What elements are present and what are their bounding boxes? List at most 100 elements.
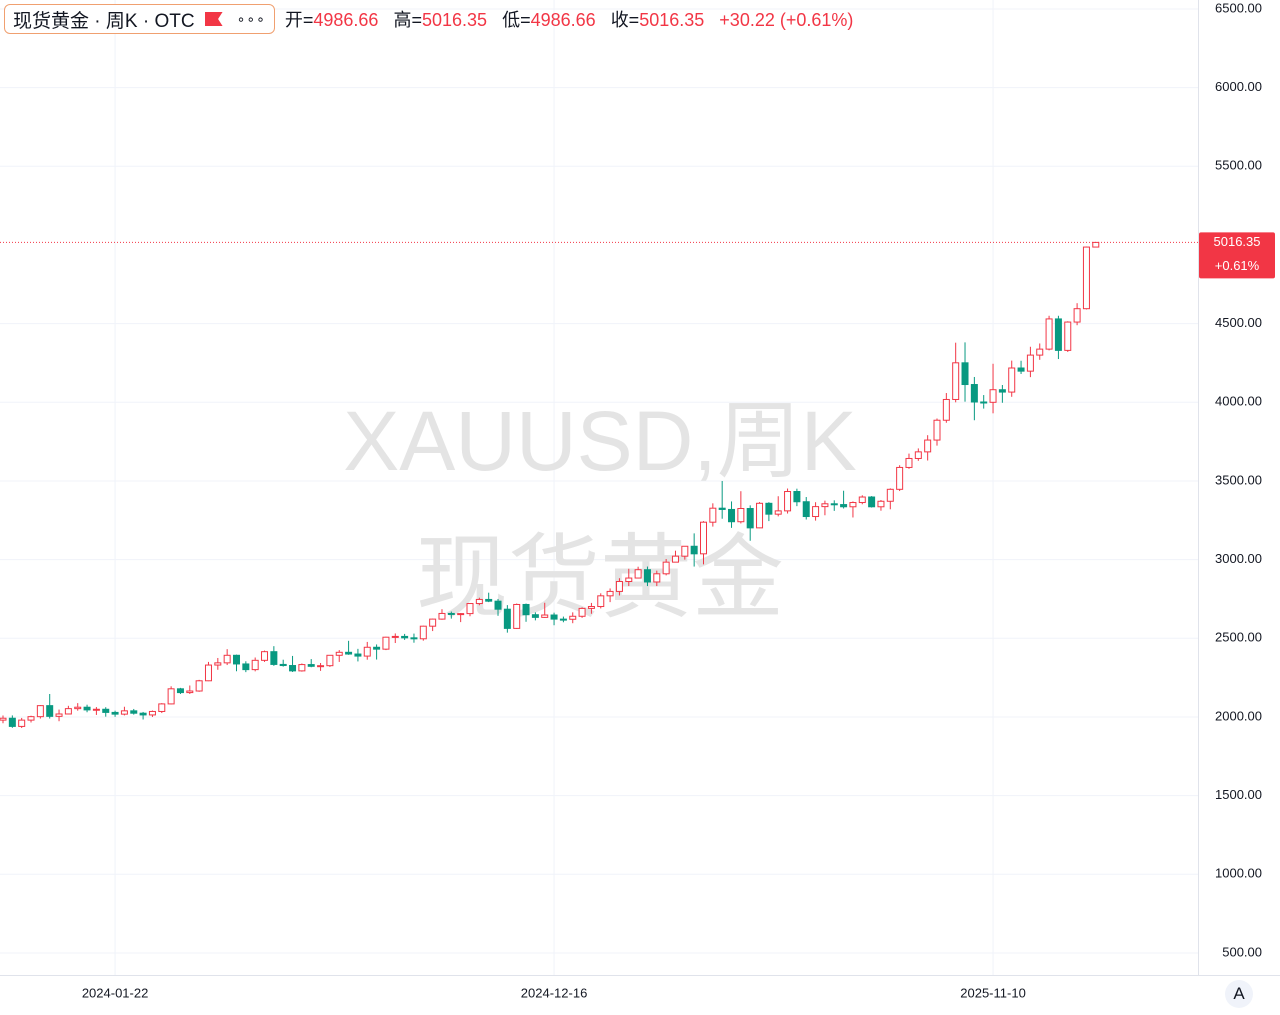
candle-body <box>410 637 418 640</box>
candle-body <box>335 651 343 656</box>
ohlc-value: 5016.35 <box>421 10 488 30</box>
candle-body <box>27 716 35 721</box>
candle-body <box>261 651 269 661</box>
candle-body <box>419 625 427 640</box>
candle-body <box>92 708 100 711</box>
candle-body <box>195 680 203 692</box>
candle-body <box>643 569 651 583</box>
candle-body <box>597 595 605 608</box>
price-tag-change: +0.61% <box>1215 258 1260 273</box>
ohlc-value: 5016.35 <box>639 10 705 30</box>
candle-body <box>494 600 502 610</box>
candle-body <box>522 603 530 616</box>
ohlc-value: 4986.66 <box>530 10 596 30</box>
candle-body <box>728 508 736 523</box>
candle-body <box>36 705 44 718</box>
candle-body <box>886 488 894 502</box>
watermark: XAUUSD,周K <box>343 394 856 488</box>
candle-body <box>46 705 54 717</box>
price-tag-value: 5016.35 <box>1214 234 1261 249</box>
grid <box>0 0 1198 975</box>
candle-body <box>756 502 764 529</box>
y-tick-label: 500.00 <box>1222 944 1262 959</box>
y-tick-label: 4500.00 <box>1215 315 1262 330</box>
candle-body <box>130 710 138 714</box>
candle-body <box>569 615 577 620</box>
candle-body <box>896 466 904 490</box>
candle-body <box>223 654 231 664</box>
candle-body <box>270 651 278 665</box>
y-tick-label: 6000.00 <box>1215 79 1262 94</box>
candle-body <box>503 608 511 629</box>
candle-body <box>709 507 717 523</box>
candle-body <box>176 688 184 694</box>
ohlc-label: 收= <box>610 10 640 30</box>
candle-body <box>1054 318 1062 351</box>
candle-body <box>186 690 194 694</box>
candle-body <box>485 598 493 602</box>
symbol-box[interactable]: 现货黄金 · 周K · OTC ∘∘∘ <box>4 4 275 34</box>
ohlc-label: 高= <box>393 10 422 30</box>
candle-body <box>961 362 969 386</box>
candle-body <box>354 653 362 657</box>
axes: 500.00 1000.00 1500.00 2000.00 2500.00 3000.0… <box>82 0 1275 1000</box>
legend-header: 现货黄金 · 周K · OTC ∘∘∘ 开=4986.66 高=5016.35 … <box>4 4 853 34</box>
candle-body <box>980 401 988 404</box>
candle-body <box>578 607 586 617</box>
candle-body <box>438 612 446 620</box>
candle-body <box>671 555 679 563</box>
candle-body <box>363 646 371 657</box>
y-tick-label: 3000.00 <box>1215 551 1262 566</box>
candle-body <box>251 659 259 671</box>
y-tick-label: 4000.00 <box>1215 394 1262 409</box>
candle-body <box>1082 246 1090 310</box>
candle-body <box>391 635 399 638</box>
candle-body <box>233 654 240 665</box>
candle-body <box>681 545 689 557</box>
candle-body <box>279 663 287 667</box>
candle-body <box>662 561 670 575</box>
y-tick-label: 6500.00 <box>1215 0 1262 15</box>
y-tick-label: 2000.00 <box>1215 708 1262 723</box>
more-icon: ∘∘∘ <box>236 10 266 27</box>
candle-body <box>326 654 334 667</box>
candle-body <box>933 419 941 441</box>
x-tick-label: 2025-11-10 <box>960 985 1026 1000</box>
candle-body <box>784 491 792 512</box>
candle-body <box>793 491 801 503</box>
candle-body <box>868 496 876 508</box>
candle-body <box>148 710 156 716</box>
candle-body <box>345 651 353 655</box>
candle-body <box>447 612 455 615</box>
candle-body <box>307 664 315 667</box>
x-tick-label: 2024-12-16 <box>521 985 588 1000</box>
candle-body <box>615 581 623 592</box>
candle-body <box>1045 318 1053 350</box>
candle-body <box>653 573 661 583</box>
candle-body <box>774 510 782 515</box>
auto-scale-button[interactable]: A <box>1225 980 1253 1008</box>
candle-body <box>18 719 26 727</box>
candle-body <box>998 389 1006 393</box>
y-tick-label: 5500.00 <box>1215 158 1262 173</box>
candle-body <box>1017 367 1025 372</box>
candle-body <box>849 502 857 508</box>
candle-body <box>914 451 922 459</box>
candle-body <box>830 503 838 506</box>
candle-body <box>924 439 932 453</box>
candle-body <box>840 504 848 508</box>
candle-body <box>317 665 325 668</box>
candle-body <box>550 614 558 620</box>
candle-body <box>531 614 539 618</box>
candle-body <box>298 664 306 672</box>
candle-body <box>513 603 521 629</box>
candle-body <box>429 618 437 627</box>
candle-body <box>457 613 465 616</box>
candle-body <box>0 717 7 721</box>
candles <box>0 241 1198 728</box>
y-tick-label: 1500.00 <box>1215 787 1262 802</box>
candle-body <box>625 577 633 583</box>
candle-body <box>102 708 110 713</box>
